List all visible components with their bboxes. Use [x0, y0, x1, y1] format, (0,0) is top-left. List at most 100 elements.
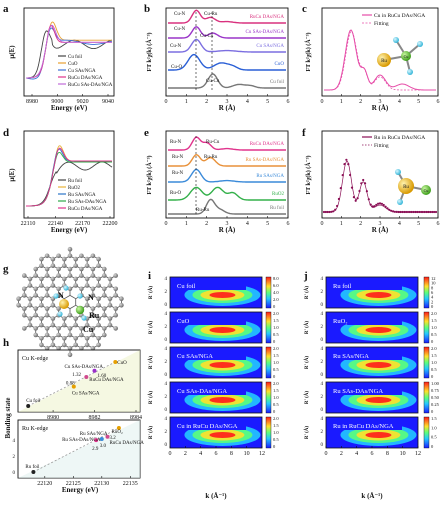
panel-letter-c: c: [302, 3, 307, 15]
c-atom: [107, 276, 113, 282]
y-tick-j: 4: [321, 312, 324, 317]
series-label-e: RuO2: [272, 192, 284, 197]
c-atom: [22, 286, 27, 292]
ylabel-j: R' (Å): [304, 286, 310, 300]
c-atom: [39, 256, 44, 262]
c-atom: [90, 345, 96, 351]
x-tick-c: 5: [417, 99, 420, 105]
c-atom: [22, 273, 27, 278]
x-tick-i: 10: [244, 451, 250, 457]
label-bg: [332, 280, 402, 290]
colorbar-j: [423, 276, 430, 309]
c-atom: [44, 312, 50, 318]
panel-letter-e: e: [144, 127, 149, 139]
y-tick-i: 0: [165, 338, 168, 343]
panel-letter-i: i: [148, 270, 151, 282]
y-tick-j: 4: [321, 382, 324, 387]
c-atom: [96, 316, 101, 321]
c-atom: [39, 263, 44, 269]
x-tick-b: 3: [226, 99, 229, 105]
point-label-h: RuO₂: [112, 430, 123, 435]
xlabel-f: R (Å): [372, 226, 389, 234]
series-e-0: [168, 136, 286, 151]
panel-label-i: Cu SAs-DAs/NGA: [177, 388, 227, 395]
y-tick-i: 2: [165, 395, 168, 400]
point-h-top: [71, 384, 76, 389]
legend-d: Ru SAs/NGA: [68, 193, 96, 198]
c-atom: [44, 286, 50, 292]
c-atom: [73, 336, 78, 341]
c-atom: [96, 322, 101, 328]
c-atom: [44, 326, 50, 331]
x-tick-c: 0: [321, 99, 324, 105]
atom-label: Ru: [381, 59, 387, 64]
legend-a: Cu SAs/NGA: [68, 69, 96, 74]
y-tick-i: 0: [165, 373, 168, 378]
series-b-4: [168, 73, 286, 89]
ylabel-e: FT k²χ(k) (Å⁻³): [145, 155, 153, 194]
c-atom: [44, 273, 50, 278]
annotation-e: Ru-N: [170, 140, 182, 145]
ylabel-i: R' (Å): [148, 426, 154, 440]
c-atom: [73, 256, 78, 262]
y-tick-j: 2: [321, 395, 324, 400]
x-tick-h-top: 8980: [47, 415, 59, 421]
c-bond: [64, 295, 71, 300]
x-tick-e: 0: [165, 221, 168, 227]
legend-f: Fitting: [374, 143, 389, 149]
c-atom: [33, 332, 38, 338]
y-tick-i: 4: [165, 382, 168, 387]
x-tick-i: 0: [169, 451, 172, 457]
colorbar-i: [265, 381, 272, 414]
colorbar-tick-j: 0: [431, 409, 434, 414]
point-label-h: Cu foil: [26, 399, 41, 404]
c-atom: [22, 326, 27, 331]
legend-d: Ru foil: [68, 179, 83, 184]
c-atom: [102, 312, 107, 318]
annotation-b: Cu-N: [174, 12, 186, 17]
colorbar-tick-j: 0: [431, 339, 434, 344]
c-atom: [113, 306, 118, 311]
y-tick-j: 0: [321, 303, 324, 308]
colorbar-tick-i: 2.0: [273, 311, 279, 316]
c-atom: [107, 316, 113, 321]
series-c-1: [324, 30, 436, 91]
c-bond: [69, 295, 76, 300]
x-tick-h-top: 8982: [89, 415, 101, 421]
label-bg: [176, 420, 246, 430]
c-atom: [39, 276, 44, 282]
x-tick-d: 22110: [21, 221, 36, 227]
legend-f: Ru in RuCu DAs/NGA: [374, 135, 425, 141]
c-atom: [50, 316, 56, 321]
c-atom: [84, 322, 90, 328]
value-label-h: 2.9: [92, 447, 99, 452]
x-tick-a: 8980: [26, 99, 38, 105]
x-tick-j: 4: [355, 451, 358, 457]
c-atom: [27, 316, 33, 321]
x-tick-c: 2: [359, 99, 362, 105]
c-atom: [67, 286, 73, 292]
c-atom: [67, 345, 73, 351]
heatmap-blob-i: [209, 431, 236, 438]
colorbar-tick-j: 1.5: [431, 353, 437, 358]
colorbar-tick-i: 1.0: [273, 395, 279, 400]
series-b-2: [168, 38, 286, 53]
x-tick-h-bottom: 22120: [37, 481, 52, 487]
series-b-0: [168, 9, 286, 24]
x-tick-f: 0: [321, 221, 324, 227]
c-atom: [119, 296, 124, 302]
atom-label: Ru: [403, 185, 409, 190]
c-atom: [33, 266, 38, 272]
c-atom: [79, 326, 84, 331]
c-atom: [50, 283, 56, 288]
x-tick-i: 12: [259, 451, 265, 457]
c-atom: [62, 256, 67, 262]
series-label-e: Ru foil: [270, 206, 285, 211]
c-atom: [27, 276, 33, 282]
data-point-f: [382, 203, 385, 207]
colorbar-tick-j: 1.00: [431, 381, 440, 386]
ylabel-j: R' (Å): [304, 321, 310, 335]
x-tick-e: 3: [226, 221, 229, 227]
x-tick-e: 1: [185, 221, 188, 227]
c-atom: [102, 306, 107, 311]
